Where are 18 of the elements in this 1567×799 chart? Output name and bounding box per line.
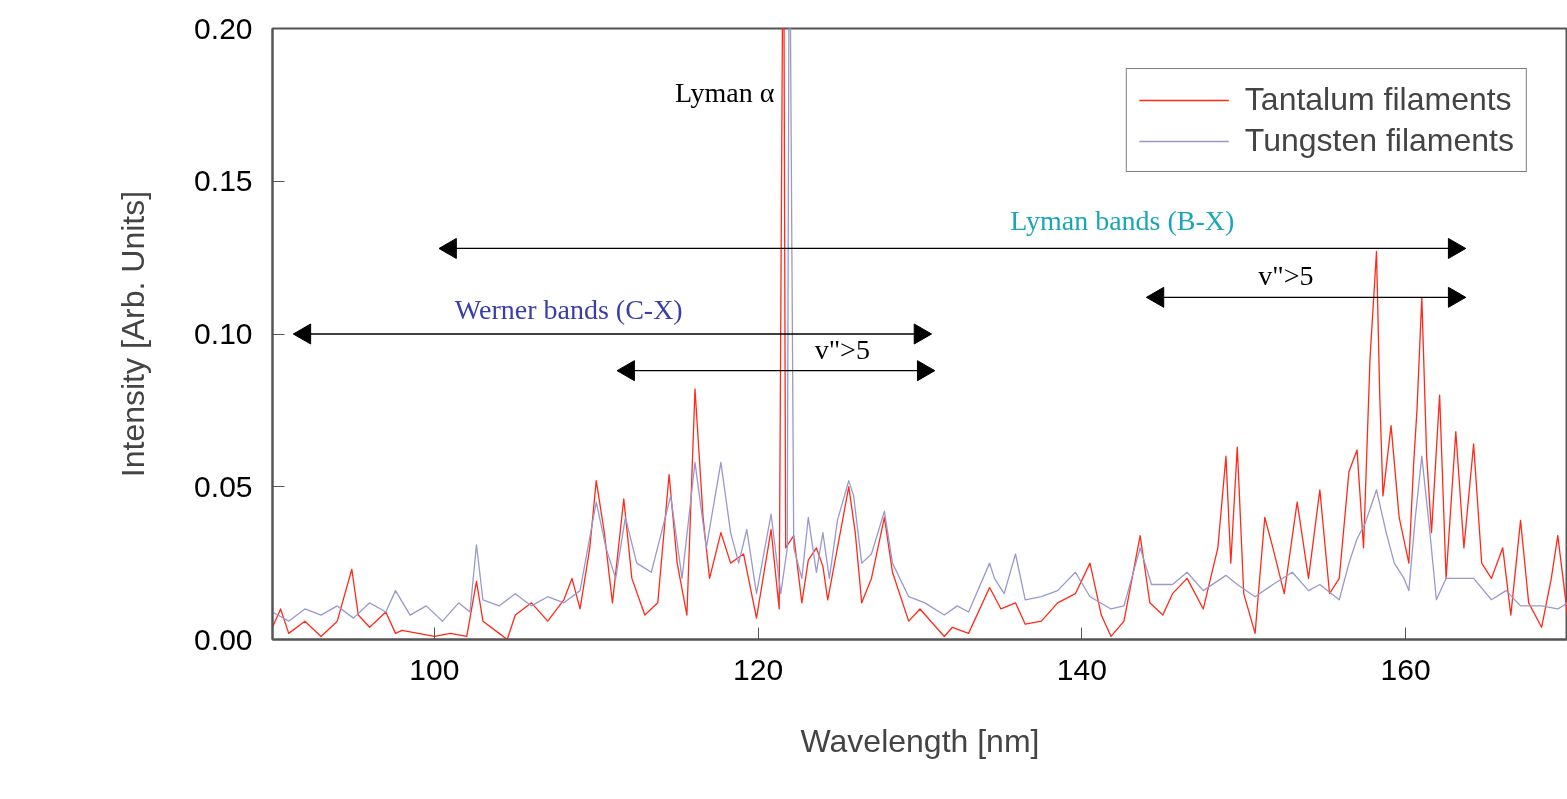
y-axis-title: Intensity [Arb. Units] xyxy=(115,190,152,478)
x-axis-title: Wavelength [nm] xyxy=(800,722,1040,759)
x-tick-label: 140 xyxy=(1056,652,1107,686)
annotation: Lyman α xyxy=(674,76,775,108)
y-tick-label: 0.15 xyxy=(194,164,253,198)
y-tick-label: 0.05 xyxy=(194,469,253,503)
y-tick-label: 0.10 xyxy=(194,317,253,350)
x-tick-label: 120 xyxy=(733,652,784,686)
annotation: Lyman bands (B-X) xyxy=(1010,205,1235,237)
annotation: v">5 xyxy=(1258,260,1314,292)
annotation: v">5 xyxy=(814,333,870,365)
x-tick-label: 160 xyxy=(1380,652,1431,686)
legend-label: Tungsten filaments xyxy=(1244,122,1514,159)
y-tick-label: 0.20 xyxy=(194,11,253,45)
y-tick-label: 0.00 xyxy=(194,622,253,656)
annotation: Werner bands (C-X) xyxy=(454,293,683,325)
x-tick-label: 100 xyxy=(409,652,460,686)
legend-label: Tantalum filaments xyxy=(1244,81,1512,118)
